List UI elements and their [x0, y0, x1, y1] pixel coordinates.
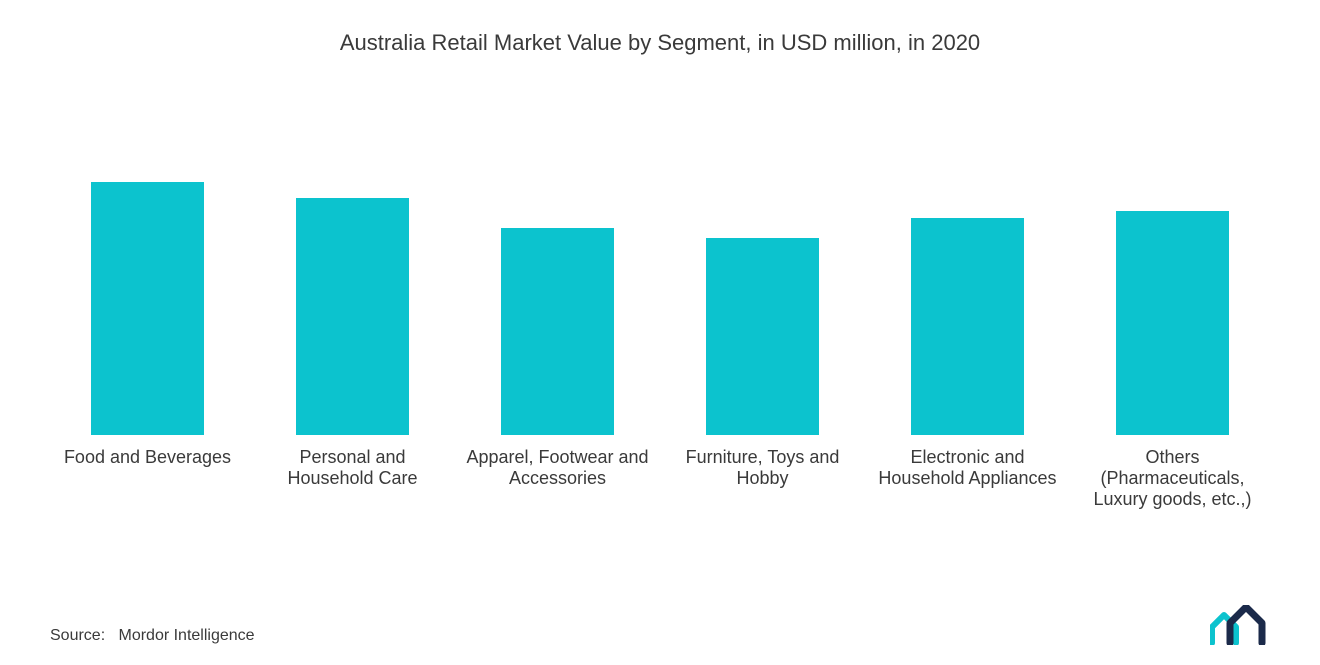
- bar-label: Others (Pharmaceuticals, Luxury goods, e…: [1075, 435, 1270, 565]
- bar: [501, 228, 614, 435]
- bar-label: Personal and Household Care: [255, 435, 450, 565]
- bar-group: Food and Beverages: [50, 106, 245, 565]
- bar-group: Apparel, Footwear and Accessories: [460, 106, 655, 565]
- bar-space: [1075, 106, 1270, 435]
- footer: Source: Mordor Intelligence: [50, 575, 1270, 645]
- bar-label: Furniture, Toys and Hobby: [665, 435, 860, 565]
- bar-group: Personal and Household Care: [255, 106, 450, 565]
- bar: [91, 182, 204, 435]
- logo-icon: [1210, 605, 1270, 645]
- bar: [706, 238, 819, 435]
- bar-space: [255, 106, 450, 435]
- chart-container: Australia Retail Market Value by Segment…: [0, 0, 1320, 665]
- bar-label: Apparel, Footwear and Accessories: [460, 435, 655, 565]
- bar: [296, 198, 409, 435]
- source-text: Mordor Intelligence: [118, 627, 254, 644]
- bar-group: Electronic and Household Appliances: [870, 106, 1065, 565]
- bar-label: Electronic and Household Appliances: [870, 435, 1065, 565]
- chart-area: Food and BeveragesPersonal and Household…: [50, 56, 1270, 575]
- bar-space: [870, 106, 1065, 435]
- brand-logo: [1210, 605, 1270, 645]
- bar: [1116, 211, 1229, 435]
- bar-label: Food and Beverages: [64, 435, 231, 565]
- bar-space: [50, 106, 245, 435]
- source-label: Source:: [50, 627, 105, 644]
- source: Source: Mordor Intelligence: [50, 627, 255, 645]
- bar-space: [665, 106, 860, 435]
- chart-title: Australia Retail Market Value by Segment…: [50, 30, 1270, 56]
- bar-group: Others (Pharmaceuticals, Luxury goods, e…: [1075, 106, 1270, 565]
- bar: [911, 218, 1024, 435]
- bar-space: [460, 106, 655, 435]
- bar-group: Furniture, Toys and Hobby: [665, 106, 860, 565]
